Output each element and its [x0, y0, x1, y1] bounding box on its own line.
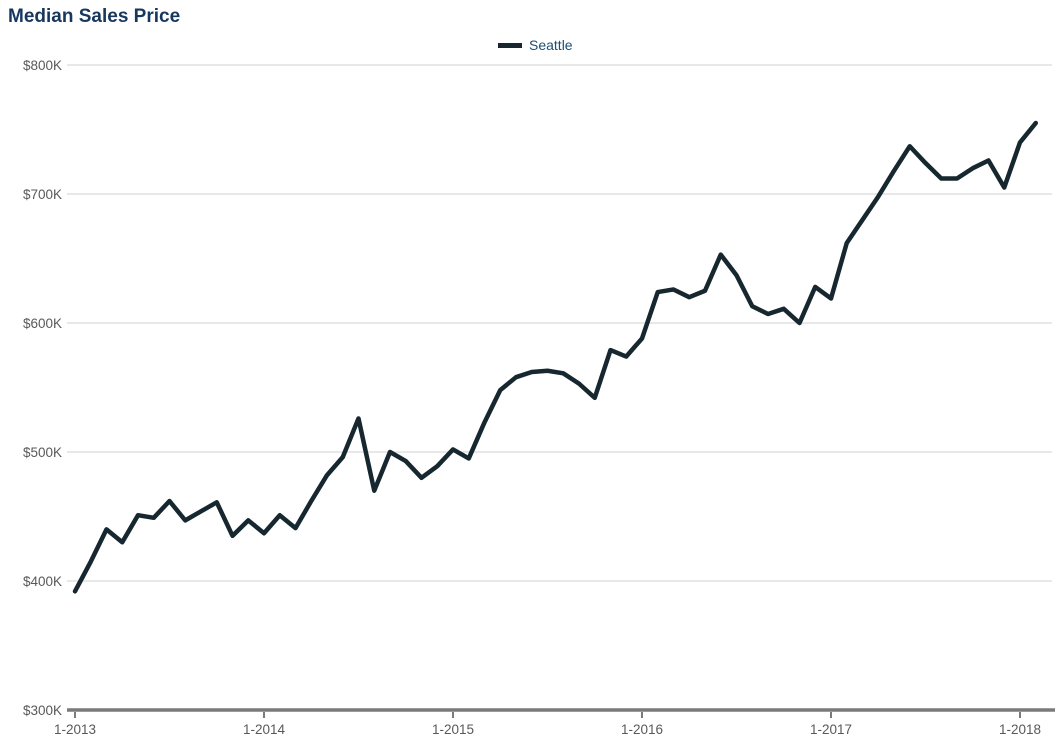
- x-axis-label: 1-2014: [243, 722, 286, 737]
- x-axis-label: 1-2017: [810, 722, 852, 737]
- y-axis-label: $600K: [23, 316, 62, 331]
- y-axis-label: $300K: [23, 703, 62, 718]
- y-axis-label: $800K: [23, 58, 62, 73]
- y-axis-label: $400K: [23, 574, 62, 589]
- y-axis-label: $500K: [23, 445, 62, 460]
- legend-item-seattle[interactable]: Seattle: [498, 37, 573, 53]
- x-axis-label: 1-2013: [54, 722, 96, 737]
- seattle-series-line: [72, 120, 1038, 594]
- legend-line-swatch-icon: [498, 42, 522, 48]
- x-axis-label: 1-2015: [432, 722, 474, 737]
- x-axis-label: 1-2018: [999, 722, 1041, 737]
- y-axis-label: $700K: [23, 187, 62, 202]
- legend-label: Seattle: [529, 37, 573, 53]
- chart-title: Median Sales Price: [8, 6, 181, 27]
- x-axis-label: 1-2016: [621, 722, 663, 737]
